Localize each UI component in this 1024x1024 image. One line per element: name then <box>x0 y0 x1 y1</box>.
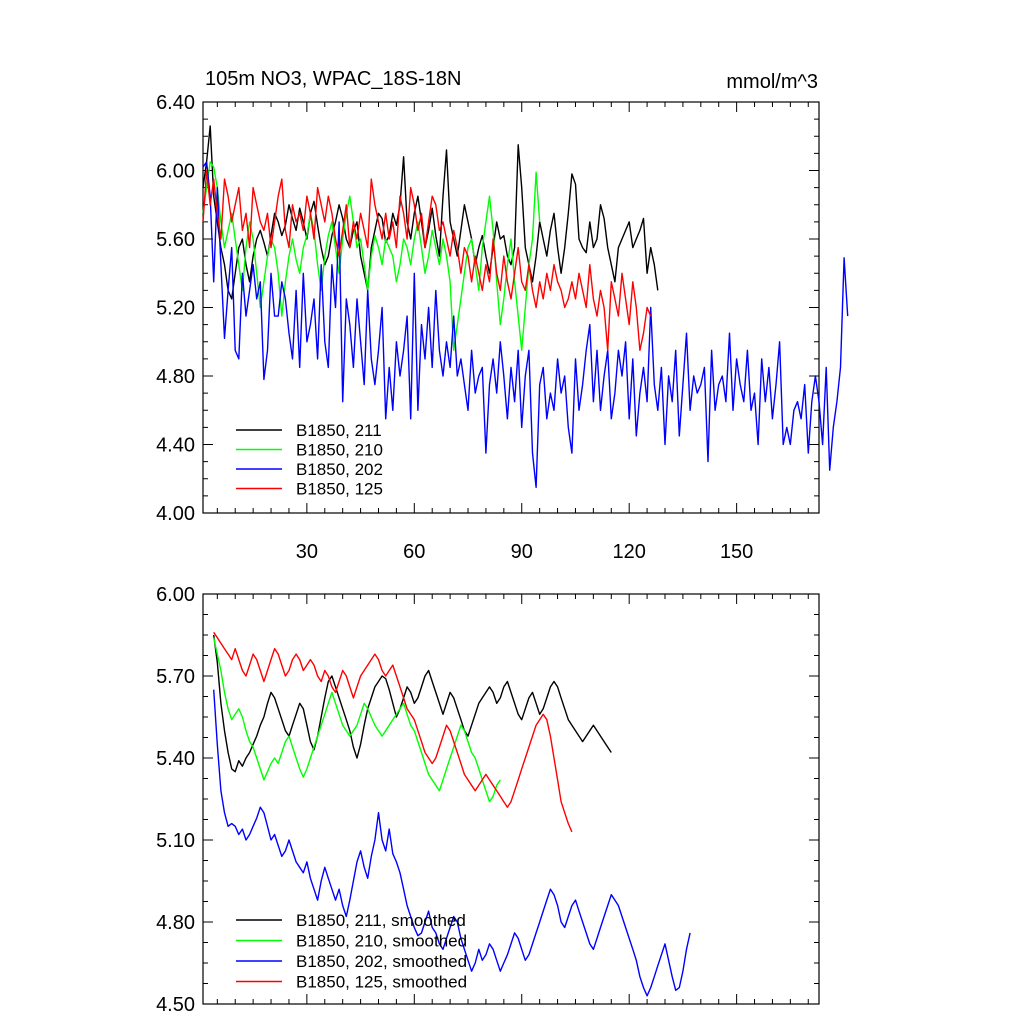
top-legend-label: B1850, 125 <box>296 480 383 499</box>
top-x-tick-label: 30 <box>296 541 318 563</box>
top-x-tick-label: 120 <box>612 541 645 563</box>
bottom-series-line-b1850-125-smoothed <box>213 631 573 833</box>
bottom-y-tick-label: 5.40 <box>156 748 195 770</box>
bottom-series-line-b1850-202-smoothed <box>213 689 691 997</box>
top-legend-label: B1850, 202 <box>296 460 383 479</box>
top-chart-units: mmol/m^3 <box>726 71 818 93</box>
top-legend-label: B1850, 211 <box>296 421 382 440</box>
bottom-series-line-b1850-211-smoothed <box>213 634 612 773</box>
bottom-y-tick-label: 5.70 <box>156 666 195 688</box>
top-y-tick-label: 5.20 <box>156 298 195 320</box>
bottom-series-line-b1850-210-smoothed <box>213 637 501 803</box>
top-y-tick-label: 4.40 <box>156 435 195 457</box>
bottom-chart-panel: 4.50 4.80 5.10 5.40 5.70 6.00 B1850, 211, smoo… <box>156 584 820 1016</box>
bottom-legend-label: B1850, 210, smoothed <box>296 932 467 951</box>
top-series-line-b1850-125 <box>202 169 652 351</box>
top-series-line-b1850-211 <box>202 125 659 300</box>
top-chart-title: 105m NO3, WPAC_18S-18N <box>205 68 461 90</box>
top-y-tick-label: 4.80 <box>156 366 195 388</box>
top-x-tick-label: 90 <box>511 541 533 563</box>
bottom-legend-label: B1850, 125, smoothed <box>296 973 467 992</box>
top-y-tick-label: 6.00 <box>156 161 195 183</box>
bottom-y-tick-label: 4.80 <box>156 912 195 934</box>
top-x-tick-label: 150 <box>720 541 753 563</box>
top-y-tick-label: 5.60 <box>156 229 195 251</box>
top-y-tick-label: 4.00 <box>156 503 195 525</box>
bottom-y-tick-label: 6.00 <box>156 584 195 606</box>
bottom-legend-label: B1850, 202, smoothed <box>296 952 467 971</box>
top-legend-label: B1850, 210 <box>296 441 383 460</box>
top-series-line-b1850-210 <box>202 161 541 351</box>
top-series-line-b1850-202 <box>202 161 849 488</box>
top-y-tick-label: 6.40 <box>156 92 195 114</box>
top-x-tick-label: 60 <box>403 541 425 563</box>
top-chart-panel: 4.00 4.40 4.80 5.20 5.60 6.00 6.40 30 60 90 120 150… <box>156 92 849 563</box>
bottom-legend-label: B1850, 211, smoothed <box>296 911 466 930</box>
bottom-y-tick-label: 5.10 <box>156 830 195 852</box>
bottom-y-tick-label: 4.50 <box>156 994 195 1016</box>
